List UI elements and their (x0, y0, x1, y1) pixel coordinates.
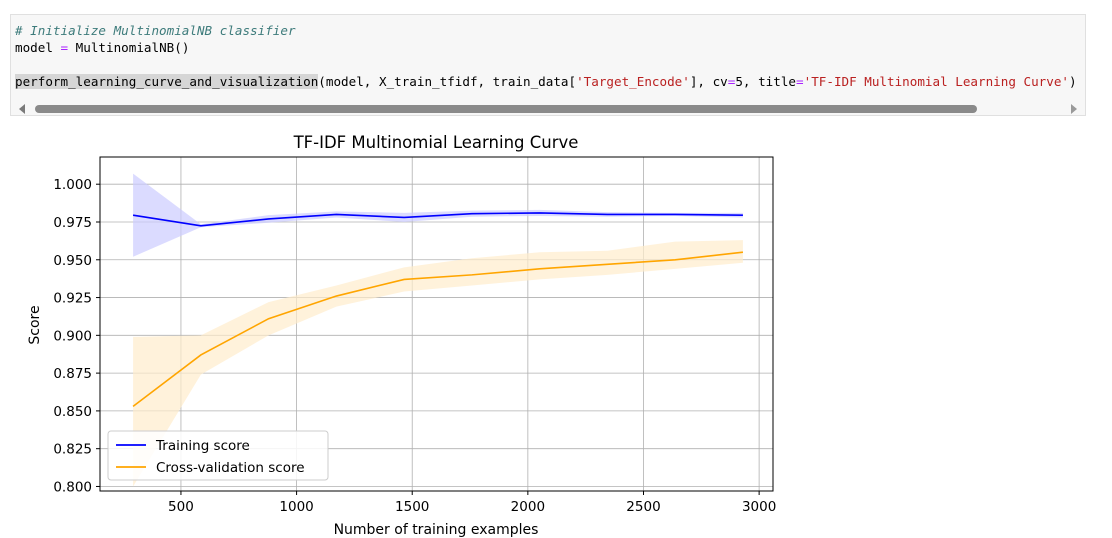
right-arrow-icon[interactable] (1071, 104, 1077, 114)
horizontal-scrollbar[interactable] (11, 101, 1085, 115)
legend-label-0: Training score (155, 438, 250, 454)
code-token: 5, title (735, 74, 797, 89)
code-token: model (15, 40, 61, 55)
x-tick-label: 2000 (511, 499, 545, 515)
code-token: = (796, 74, 804, 89)
x-axis-label: Number of training examples (334, 522, 539, 538)
code-editor[interactable]: # Initialize MultinomialNB classifier mod… (15, 22, 1085, 90)
code-token: = (727, 74, 736, 89)
x-tick-label: 1000 (279, 499, 313, 515)
x-tick-label: 500 (168, 499, 194, 515)
code-line: model = MultinomialNB() (15, 39, 1085, 56)
code-token: perform_learning_curve_and_visualization (15, 74, 319, 89)
code-cell[interactable]: # Initialize MultinomialNB classifier mod… (10, 14, 1086, 116)
code-token: MultinomialNB() (68, 40, 190, 55)
code-line: # Initialize MultinomialNB classifier (15, 22, 1085, 39)
code-token: = (60, 40, 69, 55)
code-line: perform_learning_curve_and_visualization… (15, 73, 1085, 90)
y-tick-label: 0.825 (53, 442, 92, 458)
y-tick-label: 0.875 (53, 366, 92, 382)
y-tick-label: 0.950 (53, 253, 92, 269)
code-token: # Initialize MultinomialNB classifier (15, 23, 296, 38)
series-line-1 (132, 251, 744, 408)
legend-label-1: Cross-validation score (156, 460, 305, 476)
legend-box (107, 430, 329, 481)
series-band-1 (133, 240, 743, 487)
code-token: 'Target_Encode' (576, 74, 690, 89)
y-tick-label: 0.975 (53, 215, 92, 231)
y-tick-label: 0.925 (53, 291, 92, 307)
series-line-0 (132, 212, 743, 227)
scrollbar-thumb[interactable] (35, 105, 977, 113)
code-token: 'TF-IDF Multinomial Learning Curve' (803, 74, 1069, 89)
left-arrow-icon[interactable] (19, 104, 25, 114)
code-token: (model, X_train_tfidf, train_data[ (318, 74, 577, 89)
y-axis-label: Score (27, 305, 43, 344)
y-tick-label: 0.900 (53, 328, 92, 344)
x-tick-label: 1500 (395, 499, 429, 515)
x-tick-label: 2500 (626, 499, 660, 515)
plot-frame (99, 156, 774, 492)
code-token: ) (1068, 74, 1077, 89)
y-tick-label: 0.800 (53, 479, 92, 495)
x-tick-label: 3000 (742, 499, 776, 515)
code-token: ], cv (689, 74, 728, 89)
chart-title: TF-IDF Multinomial Learning Curve (293, 133, 579, 152)
y-tick-label: 1.000 (53, 177, 92, 193)
y-tick-label: 0.850 (53, 404, 92, 420)
